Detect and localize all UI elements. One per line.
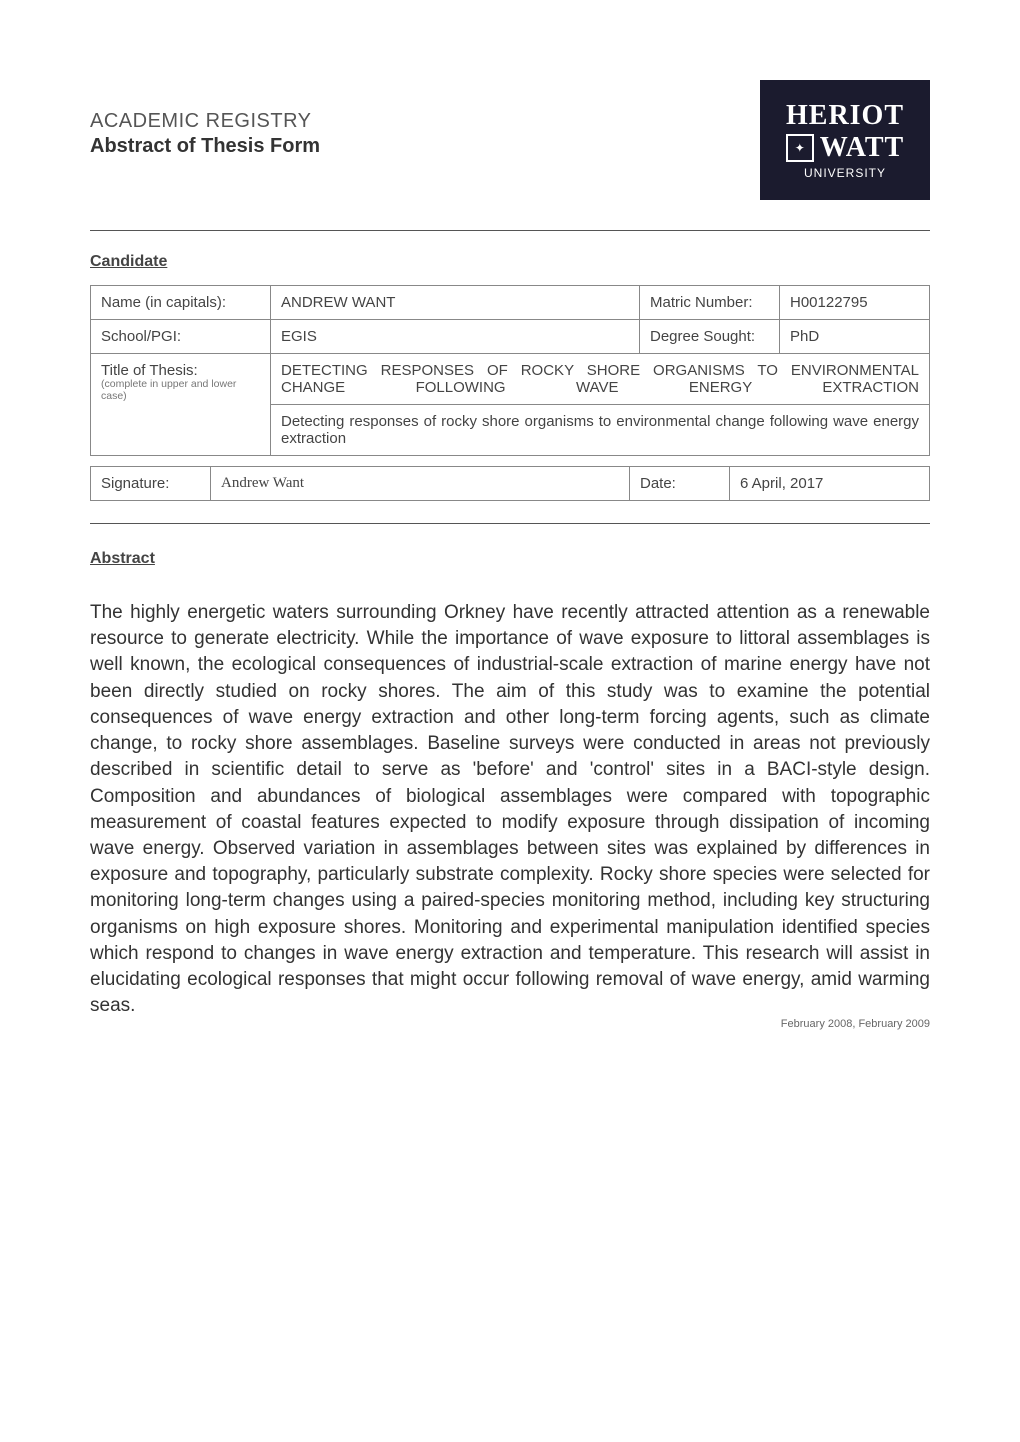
footer-text: February 2008, February 2009: [781, 1018, 930, 1030]
label-school: School/PGI:: [91, 320, 271, 354]
university-logo: HERIOT ✦ WATT UNIVERSITY: [760, 80, 930, 200]
divider-mid: [90, 523, 930, 524]
header-text-block: ACADEMIC REGISTRY Abstract of Thesis For…: [90, 80, 320, 158]
value-matric: H00122795: [780, 286, 930, 320]
divider-top: [90, 230, 930, 231]
crest-icon: ✦: [786, 134, 814, 162]
logo-watt-row: ✦ WATT: [786, 132, 904, 164]
label-name: Name (in capitals):: [91, 286, 271, 320]
form-title: Abstract of Thesis Form: [90, 135, 320, 158]
label-degree: Degree Sought:: [640, 320, 780, 354]
label-date: Date:: [630, 467, 730, 501]
table-row: Signature: Andrew Want Date: 6 April, 20…: [91, 467, 930, 501]
spacer: [90, 582, 930, 600]
logo-line3: UNIVERSITY: [804, 166, 886, 180]
label-title-text: Title of Thesis:: [101, 362, 198, 379]
header-row: ACADEMIC REGISTRY Abstract of Thesis For…: [90, 80, 930, 200]
value-school: EGIS: [271, 320, 640, 354]
label-title: Title of Thesis: (complete in upper and …: [91, 354, 271, 456]
label-name-text: Name (in capitals):: [101, 294, 226, 311]
registry-label: ACADEMIC REGISTRY: [90, 110, 320, 133]
logo-line1: HERIOT: [786, 100, 904, 132]
value-title-lower: Detecting responses of rocky shore organ…: [271, 405, 930, 456]
value-degree: PhD: [780, 320, 930, 354]
label-title-note: (complete in upper and lower case): [101, 379, 260, 402]
page: ACADEMIC REGISTRY Abstract of Thesis For…: [0, 0, 1020, 1060]
logo-line2: WATT: [820, 132, 904, 164]
table-row: Name (in capitals): ANDREW WANT Matric N…: [91, 286, 930, 320]
abstract-section-title: Abstract: [90, 550, 930, 568]
value-title-upper: DETECTING RESPONSES OF ROCKY SHORE ORGAN…: [271, 354, 930, 405]
label-signature: Signature:: [91, 467, 211, 501]
candidate-section-title: Candidate: [90, 253, 930, 271]
abstract-body: The highly energetic waters surrounding …: [90, 600, 930, 1020]
value-date: 6 April, 2017: [730, 467, 930, 501]
value-name: ANDREW WANT: [271, 286, 640, 320]
table-row: Title of Thesis: (complete in upper and …: [91, 354, 930, 405]
label-matric: Matric Number:: [640, 286, 780, 320]
candidate-table: Name (in capitals): ANDREW WANT Matric N…: [90, 285, 930, 456]
value-signature: Andrew Want: [211, 467, 630, 501]
signature-table: Signature: Andrew Want Date: 6 April, 20…: [90, 466, 930, 501]
table-row: School/PGI: EGIS Degree Sought: PhD: [91, 320, 930, 354]
